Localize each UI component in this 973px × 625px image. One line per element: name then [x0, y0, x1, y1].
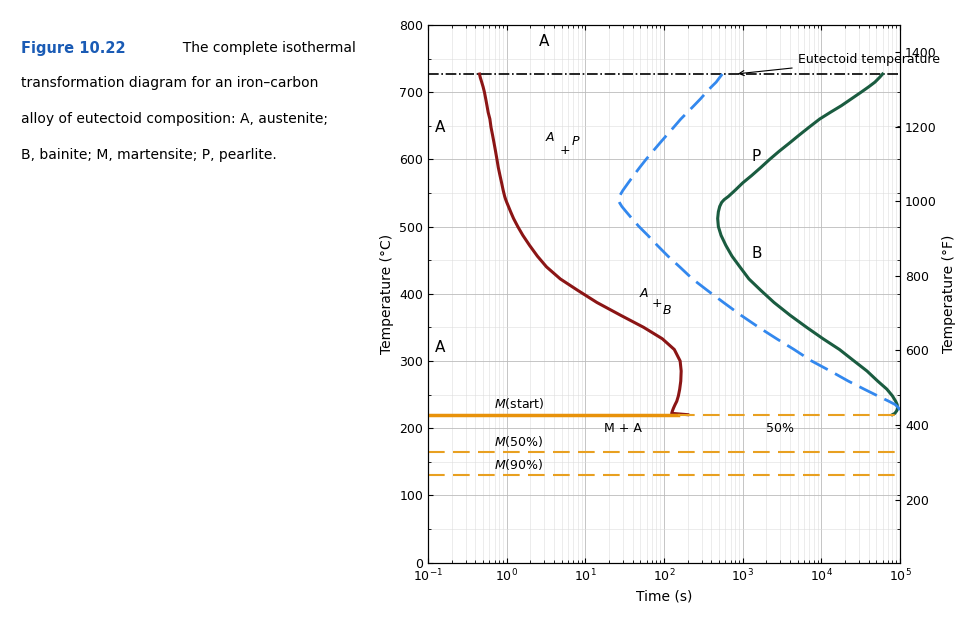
Text: $M$(start): $M$(start) [494, 396, 545, 411]
Text: P: P [752, 149, 761, 164]
Y-axis label: Temperature (°F): Temperature (°F) [942, 234, 956, 353]
X-axis label: Time (s): Time (s) [636, 589, 692, 604]
Text: B: B [751, 246, 762, 261]
Text: Eutectoid temperature: Eutectoid temperature [739, 53, 940, 76]
Text: A: A [545, 131, 554, 144]
Text: alloy of eutectoid composition: A, austenite;: alloy of eutectoid composition: A, auste… [20, 112, 328, 126]
Text: +: + [651, 298, 662, 311]
Text: A: A [539, 34, 550, 49]
Text: A: A [434, 119, 445, 134]
Text: B: B [663, 304, 671, 317]
Text: M + A: M + A [604, 422, 642, 434]
Text: B, bainite; M, martensite; P, pearlite.: B, bainite; M, martensite; P, pearlite. [20, 148, 276, 161]
Text: 50%: 50% [767, 422, 794, 434]
Text: Figure 10.22: Figure 10.22 [20, 41, 126, 56]
Text: The complete isothermal: The complete isothermal [173, 41, 355, 54]
Y-axis label: Temperature (°C): Temperature (°C) [379, 234, 394, 354]
Text: $M$(90%): $M$(90%) [494, 458, 544, 472]
Text: P: P [572, 136, 579, 148]
Text: +: + [559, 144, 570, 157]
Text: A: A [434, 340, 445, 355]
Text: A: A [639, 288, 648, 300]
Text: $M$(50%): $M$(50%) [494, 434, 544, 449]
Text: transformation diagram for an iron–carbon: transformation diagram for an iron–carbo… [20, 76, 318, 90]
